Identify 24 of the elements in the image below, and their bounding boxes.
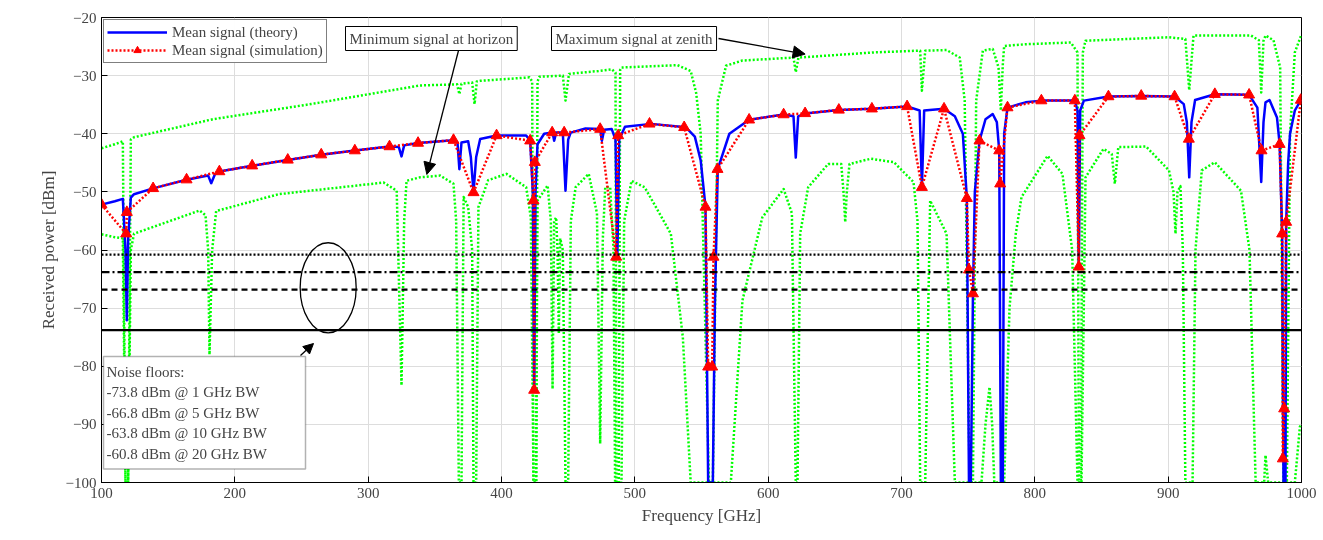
x-tick-label: 400 <box>490 484 513 501</box>
x-tick-label: 1000 <box>1286 484 1317 501</box>
y-tick-label: −40 <box>73 125 97 142</box>
y-tick-label: −50 <box>73 183 97 200</box>
annotation: Minimum signal at horizon <box>349 30 514 47</box>
annotation: Noise floors: -73.8 dBm @ 1 GHz BW -66.8 dBm @ 5 GHz BW -63.8 dBm @ 10 GHz BW -60.8 dBm @ 20 GHz BW <box>106 363 268 462</box>
x-tick-label: 600 <box>756 484 780 501</box>
legend-label: Mean signal (simulation) <box>172 41 323 59</box>
y-tick-label: −60 <box>73 242 97 258</box>
y-tick-label: −30 <box>73 67 97 84</box>
legend-label: Mean signal (theory) <box>172 23 298 41</box>
x-tick-label: 800 <box>1023 484 1047 501</box>
y-tick-label: −70 <box>73 300 97 317</box>
x-tick-label: 900 <box>1156 484 1180 501</box>
x-tick-label: 200 <box>223 484 247 501</box>
x-tick-label: 500 <box>623 484 647 501</box>
y-tick-label: −90 <box>73 416 97 433</box>
y-tick-label: −20 <box>73 9 97 26</box>
x-tick-label: 700 <box>890 484 913 501</box>
y-axis-title: Received power [dBm] <box>38 170 58 330</box>
x-axis-title: Frequency [GHz] <box>641 505 762 525</box>
x-tick-label: 300 <box>356 484 380 501</box>
y-tick-label: −80 <box>73 358 97 375</box>
annotation: Maximum signal at zenith <box>555 30 714 47</box>
